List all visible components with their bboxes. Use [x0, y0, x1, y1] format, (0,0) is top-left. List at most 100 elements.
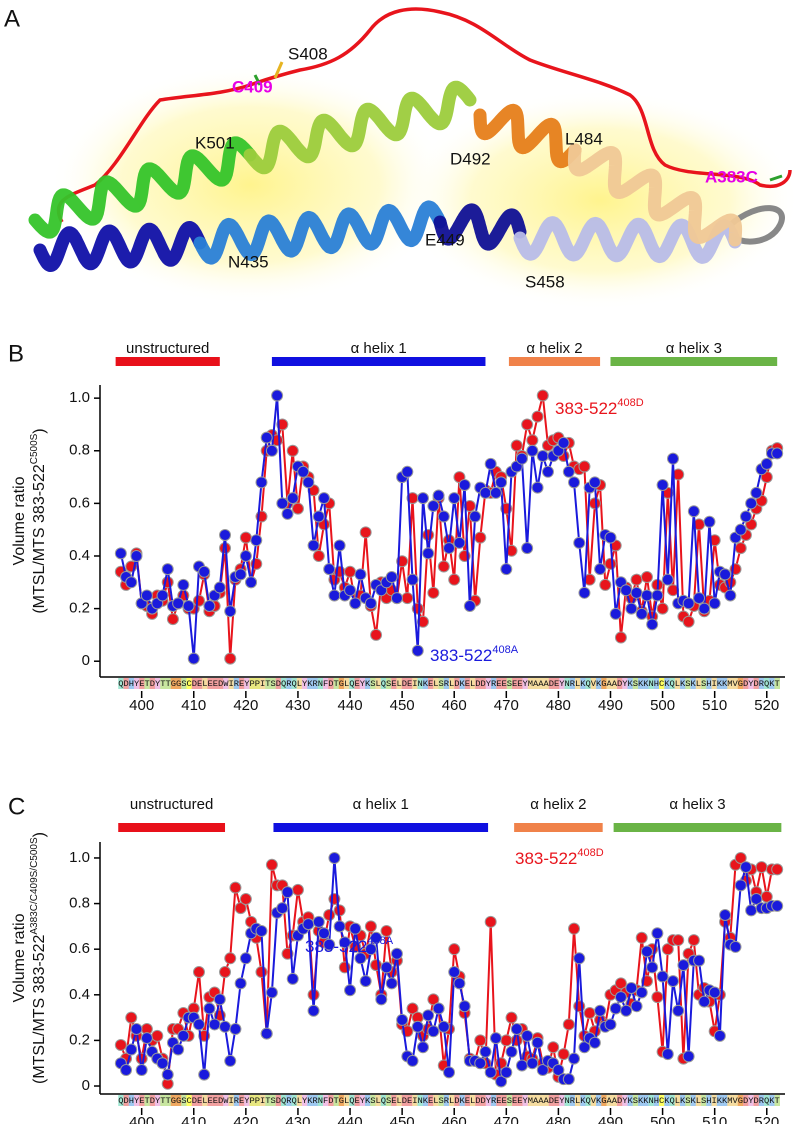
- data-point: [219, 965, 232, 978]
- residue-bg: [690, 1095, 696, 1106]
- residue-bg: [648, 1095, 654, 1106]
- side-chain: [253, 74, 262, 86]
- helix: [33, 221, 207, 272]
- data-point: [406, 1002, 419, 1015]
- residue-bg: [328, 678, 334, 689]
- data-point: [390, 592, 403, 605]
- data-point: [578, 586, 591, 599]
- data-point: [640, 571, 653, 584]
- data-point: [682, 615, 695, 628]
- residue-bg: [585, 678, 591, 689]
- x-tick-label: 490: [598, 1114, 623, 1124]
- sequence: QDHYETDYTTGGSCDELEEDWIREYPPITSDQRQLYKRNF…: [118, 680, 780, 689]
- data-point: [245, 576, 258, 589]
- data-point: [161, 563, 174, 576]
- y-tick-label: 0.2: [69, 1031, 90, 1048]
- data-point: [443, 1066, 456, 1079]
- data-point: [359, 526, 372, 539]
- residue-bg: [774, 678, 780, 689]
- data-point: [547, 1041, 560, 1054]
- data-point: [630, 586, 643, 599]
- data-point: [260, 431, 273, 444]
- residue-bg: [212, 1095, 219, 1106]
- residue-bg: [386, 678, 392, 689]
- residue-bg: [312, 1095, 318, 1106]
- data-point: [531, 481, 544, 494]
- residue-bg: [459, 1095, 465, 1106]
- segment-label: unstructured: [130, 796, 213, 813]
- panel-label: C: [8, 793, 25, 820]
- data-point: [453, 536, 466, 549]
- data-point: [151, 1029, 164, 1042]
- residue-bg: [569, 678, 576, 689]
- data-point: [359, 975, 372, 988]
- data-point: [427, 500, 440, 513]
- data-point: [479, 486, 492, 499]
- residue-bg: [433, 678, 439, 689]
- residue-bg: [737, 1095, 744, 1106]
- residue-bg: [722, 678, 728, 689]
- residue-bg: [149, 678, 156, 689]
- residue-bg: [317, 678, 324, 689]
- residue-bg: [417, 678, 423, 689]
- data-point: [338, 936, 351, 949]
- residue-label: N435: [228, 252, 269, 271]
- x-tick-label: 410: [181, 697, 206, 714]
- data-point: [286, 444, 299, 457]
- residue-bg: [244, 678, 250, 689]
- residue-bg: [165, 1095, 171, 1106]
- residue-bg: [275, 1095, 282, 1106]
- helix: [193, 200, 447, 265]
- x-tick-label: 460: [442, 1114, 467, 1124]
- data-point: [229, 881, 242, 894]
- data-point: [198, 565, 211, 578]
- x-tick-label: 500: [650, 697, 675, 714]
- data-point: [729, 940, 742, 953]
- residue-bg: [727, 1095, 733, 1106]
- data-point: [432, 1002, 445, 1015]
- data-point: [672, 934, 685, 947]
- data-point: [562, 1018, 575, 1031]
- x-tick-label: 420: [233, 1114, 258, 1124]
- residue-bg: [669, 1095, 675, 1106]
- residue-bg: [601, 678, 607, 689]
- data-point: [620, 1004, 633, 1017]
- residue-bg: [286, 678, 292, 689]
- data-point: [224, 652, 237, 665]
- data-point: [484, 457, 497, 470]
- residue-bg: [575, 1095, 581, 1106]
- data-point: [573, 536, 586, 549]
- residue-bg: [144, 1095, 150, 1106]
- residue-bg: [223, 1095, 229, 1106]
- residue-bg: [118, 1095, 124, 1106]
- residue-bg: [370, 1095, 376, 1106]
- data-point: [364, 597, 377, 610]
- data-point: [390, 947, 403, 960]
- residue-bg: [554, 1095, 560, 1106]
- residue-bg: [249, 1095, 255, 1106]
- segment-bar: [118, 823, 226, 832]
- x-tick-label: 500: [650, 1114, 675, 1124]
- residue-bg: [638, 678, 644, 689]
- data-point: [521, 542, 534, 555]
- glow: [400, 90, 799, 310]
- data-point: [614, 631, 627, 644]
- residue-bg: [716, 678, 723, 689]
- data-point: [541, 465, 554, 478]
- data-point: [208, 1018, 221, 1031]
- residue-bg: [470, 678, 476, 689]
- residue-bg: [202, 1095, 208, 1106]
- y-axis-label: Volume ratio: [11, 476, 28, 565]
- data-point: [333, 539, 346, 552]
- residue-bg: [643, 1095, 649, 1106]
- y-tick-label: 0.8: [69, 442, 90, 459]
- data-point: [609, 1002, 622, 1015]
- residue-bg: [617, 678, 623, 689]
- data-point: [203, 599, 216, 612]
- data-point: [192, 1018, 205, 1031]
- data-point: [583, 1007, 596, 1020]
- residue-bg: [265, 678, 271, 689]
- residue-bg: [522, 1095, 528, 1106]
- residue-bg: [175, 678, 182, 689]
- data-point: [693, 592, 706, 605]
